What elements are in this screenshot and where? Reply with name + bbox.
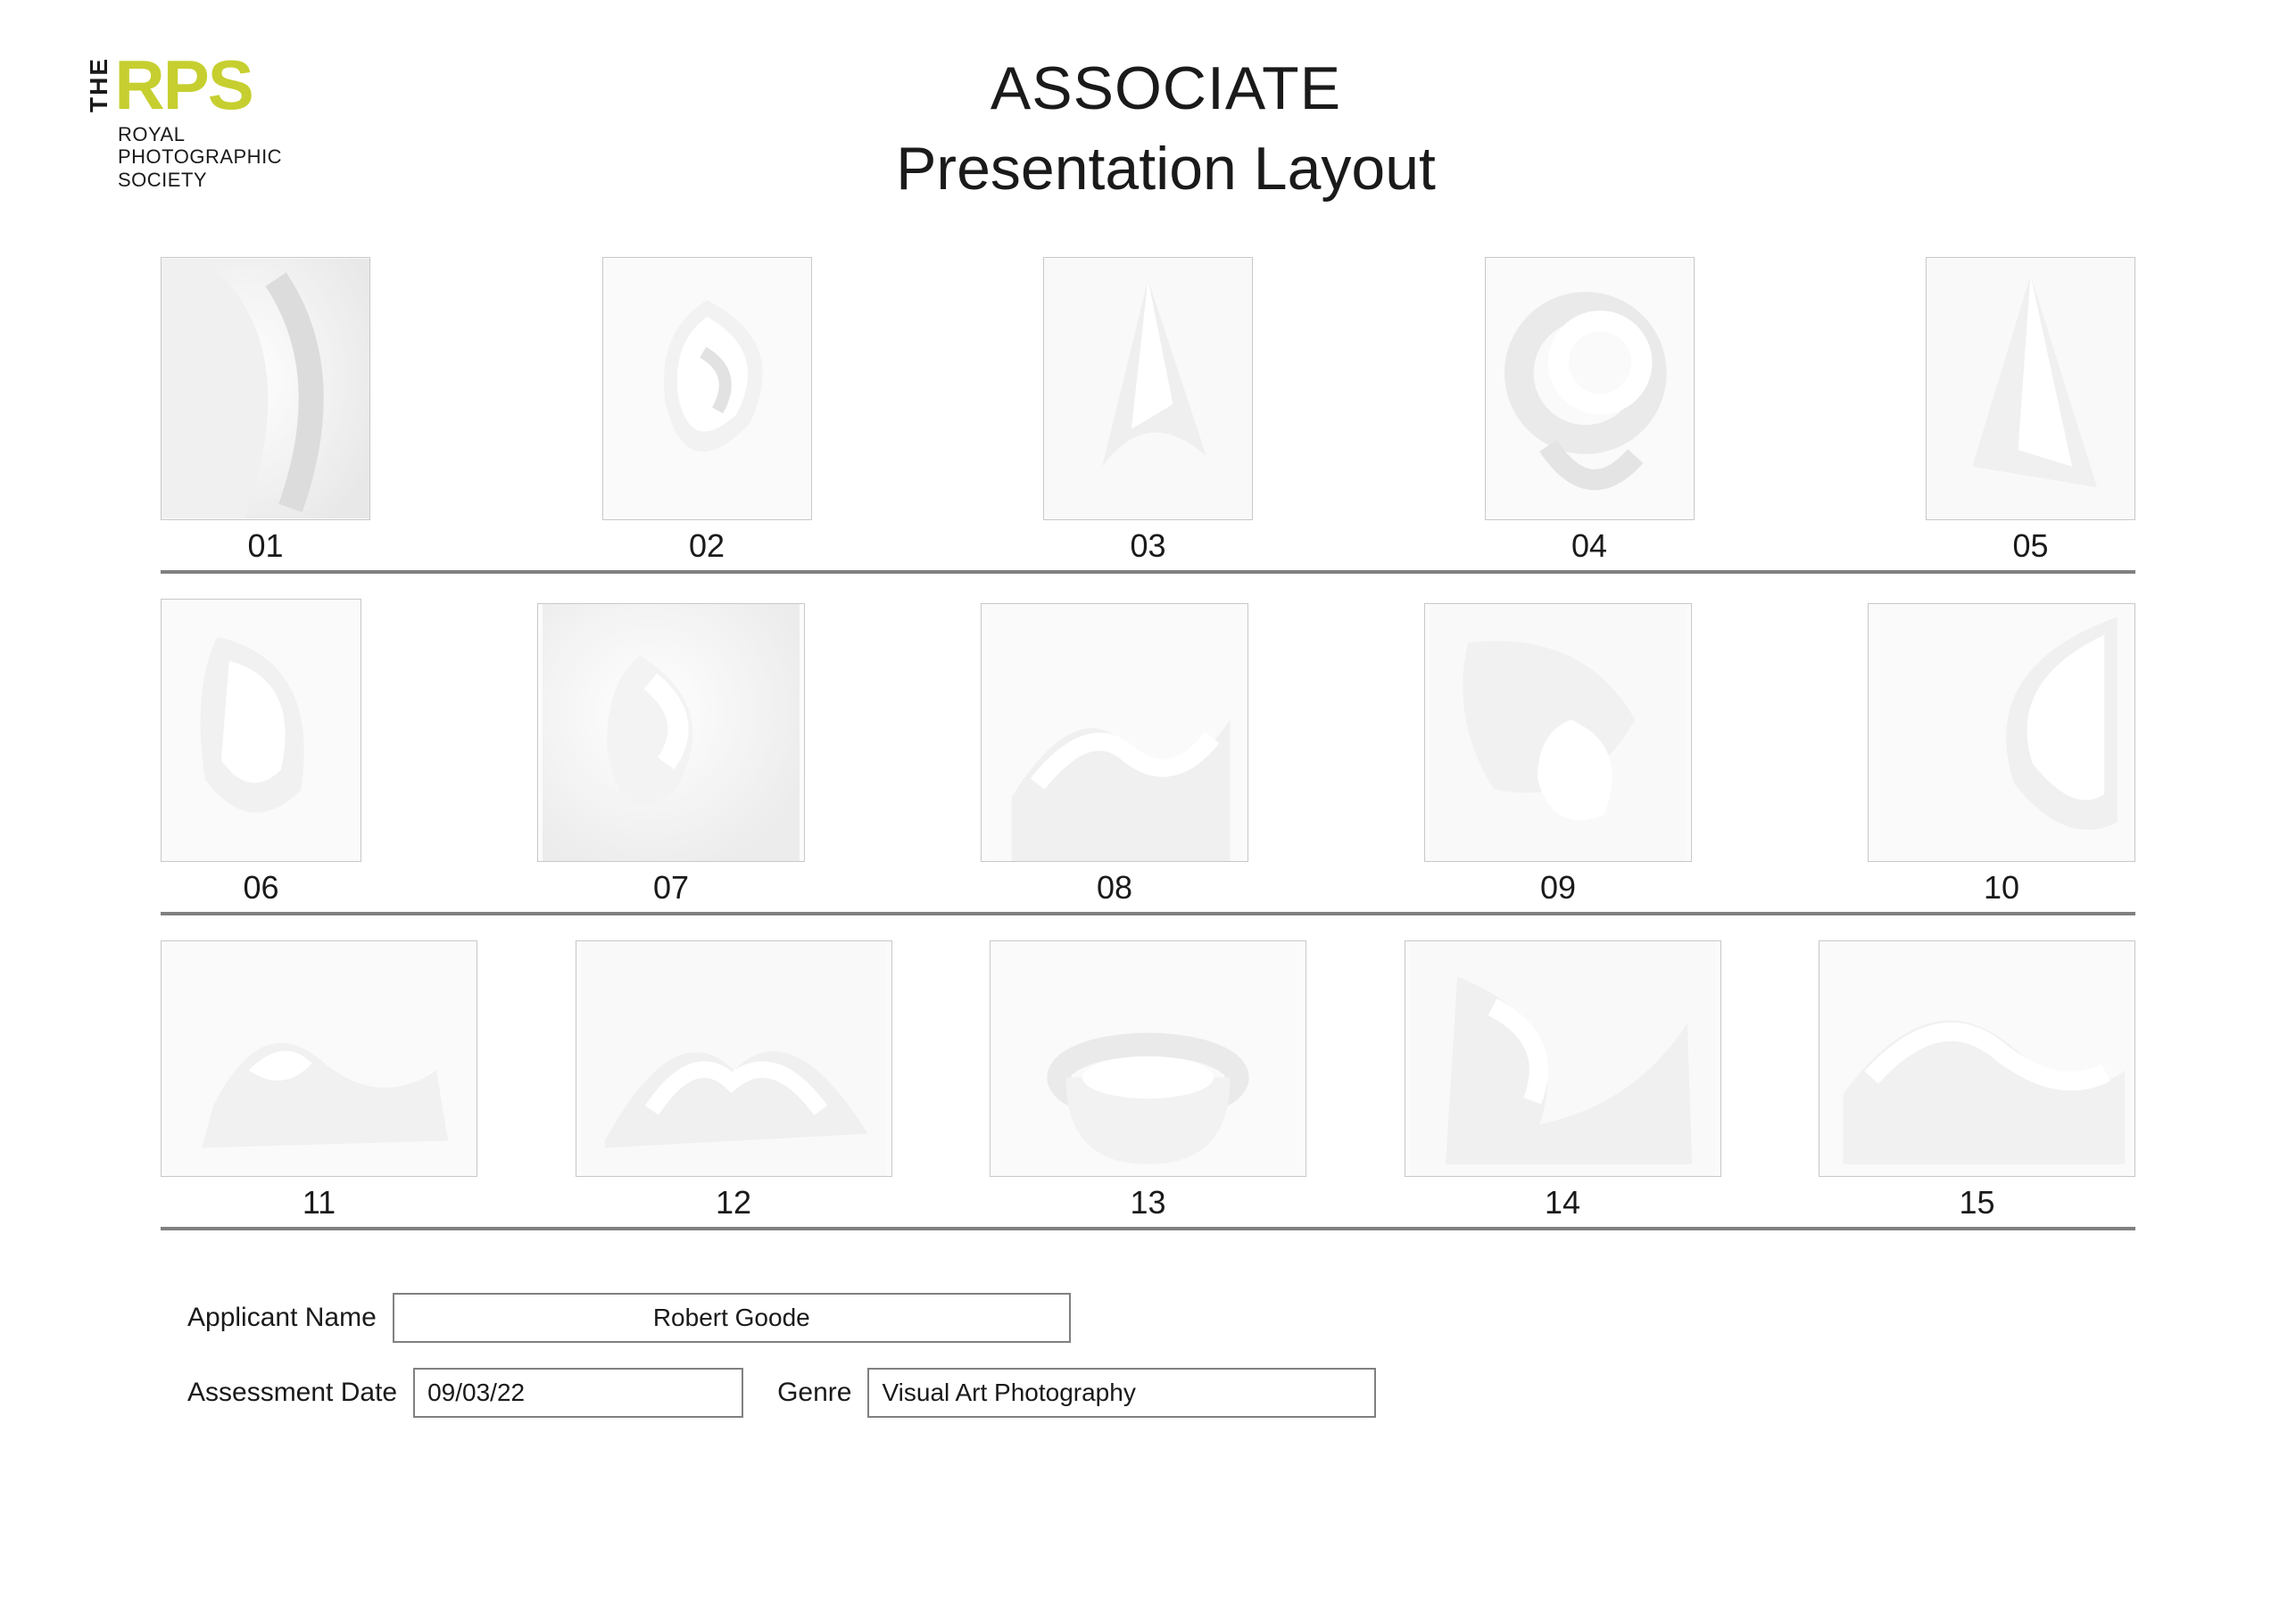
num-02: 02 (689, 527, 725, 565)
thumb-06 (161, 599, 361, 862)
cell-15: 15 (1819, 940, 2135, 1221)
cell-09: 09 (1424, 603, 1692, 907)
thumb-14 (1405, 940, 1721, 1177)
cell-03: 03 (1043, 257, 1253, 565)
num-01: 01 (247, 527, 283, 565)
date-label: Assessment Date (187, 1378, 397, 1408)
num-14: 14 (1545, 1184, 1580, 1221)
thumb-08 (981, 603, 1248, 862)
title-line2: Presentation Layout (393, 134, 1939, 203)
num-15: 15 (1959, 1184, 1994, 1221)
thumb-11 (161, 940, 477, 1177)
thumb-04 (1485, 257, 1695, 520)
header: THE RPS ROYAL PHOTOGRAPHIC SOCIETY ASSOC… (89, 54, 2207, 203)
form-row-applicant: Applicant Name Robert Goode (187, 1293, 2207, 1343)
cell-07: 07 (537, 603, 805, 907)
logo-sub-line2: PHOTOGRAPHIC (118, 145, 357, 168)
thumb-07 (537, 603, 805, 862)
logo-rps: RPS (114, 54, 252, 116)
logo-sub-line3: SOCIETY (118, 169, 357, 191)
cell-05: 05 (1926, 257, 2135, 565)
num-03: 03 (1130, 527, 1165, 565)
num-09: 09 (1540, 869, 1576, 907)
date-field[interactable]: 09/03/22 (413, 1368, 743, 1418)
cell-10: 10 (1868, 603, 2135, 907)
form-row-date-genre: Assessment Date 09/03/22 Genre Visual Ar… (187, 1368, 2207, 1418)
num-11: 11 (303, 1184, 336, 1221)
num-12: 12 (716, 1184, 751, 1221)
logo-top-row: THE RPS (89, 54, 357, 116)
cell-02: 02 (602, 257, 812, 565)
logo-sub-line1: ROYAL (118, 123, 357, 145)
cell-13: 13 (990, 940, 1306, 1221)
num-04: 04 (1571, 527, 1607, 565)
title-block: ASSOCIATE Presentation Layout (393, 54, 2207, 203)
cell-08: 08 (981, 603, 1248, 907)
layout-grid: 01 02 03 04 (89, 257, 2207, 1230)
applicant-label: Applicant Name (187, 1303, 377, 1333)
cell-12: 12 (576, 940, 892, 1221)
thumb-01 (161, 257, 370, 520)
cell-06: 06 (161, 599, 361, 907)
cell-01: 01 (161, 257, 370, 565)
thumb-12 (576, 940, 892, 1177)
num-05: 05 (2012, 527, 2048, 565)
logo-subtitle: ROYAL PHOTOGRAPHIC SOCIETY (118, 123, 357, 191)
genre-field[interactable]: Visual Art Photography (867, 1368, 1376, 1418)
cell-04: 04 (1485, 257, 1695, 565)
layout-row-3: 11 12 13 14 (161, 940, 2135, 1230)
num-10: 10 (1984, 869, 2019, 907)
page-root: THE RPS ROYAL PHOTOGRAPHIC SOCIETY ASSOC… (0, 0, 2296, 1623)
thumb-02 (602, 257, 812, 520)
num-08: 08 (1097, 869, 1132, 907)
num-07: 07 (653, 869, 689, 907)
thumb-09 (1424, 603, 1692, 862)
logo-the: THE (89, 57, 109, 112)
thumb-03 (1043, 257, 1253, 520)
genre-label: Genre (777, 1378, 851, 1408)
rps-logo: THE RPS ROYAL PHOTOGRAPHIC SOCIETY (89, 54, 357, 191)
title-line1: ASSOCIATE (393, 54, 1939, 123)
thumb-15 (1819, 940, 2135, 1177)
layout-row-2: 06 07 08 09 (161, 599, 2135, 915)
cell-14: 14 (1405, 940, 1721, 1221)
thumb-13 (990, 940, 1306, 1177)
num-06: 06 (243, 869, 278, 907)
form-block: Applicant Name Robert Goode Assessment D… (89, 1293, 2207, 1418)
cell-11: 11 (161, 940, 477, 1221)
thumb-10 (1868, 603, 2135, 862)
applicant-field[interactable]: Robert Goode (393, 1293, 1071, 1343)
thumb-05 (1926, 257, 2135, 520)
num-13: 13 (1130, 1184, 1165, 1221)
layout-row-1: 01 02 03 04 (161, 257, 2135, 574)
